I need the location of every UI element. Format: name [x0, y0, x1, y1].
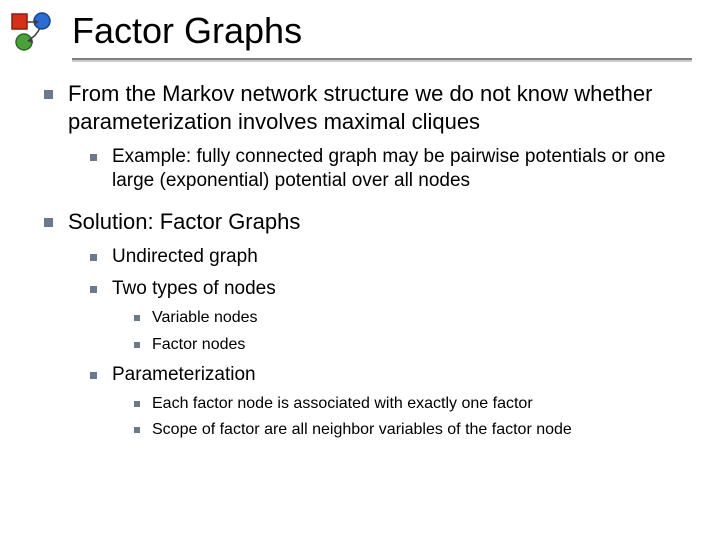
- bullet-text: Two types of nodes: [112, 278, 276, 299]
- bullet-lvl3: Scope of factor are all neighbor variabl…: [130, 420, 700, 441]
- slide-title: Factor Graphs: [72, 10, 302, 52]
- bullet-text: Solution: Factor Graphs: [68, 209, 300, 234]
- bullet-lvl2: Undirected graph: [86, 245, 700, 269]
- slide-body: From the Markov network structure we do …: [40, 80, 700, 455]
- bullet-text: Each factor node is associated with exac…: [152, 395, 533, 412]
- bullet-text: Undirected graph: [112, 246, 258, 267]
- bullet-lvl3: Factor nodes: [130, 335, 700, 356]
- bullet-lvl1: Solution: Factor Graphs Undirected graph…: [40, 208, 700, 442]
- bullet-lvl1: From the Markov network structure we do …: [40, 80, 700, 194]
- title-underline: [72, 58, 692, 60]
- bullet-text: Scope of factor are all neighbor variabl…: [152, 421, 572, 438]
- slide-logo-icon: [10, 10, 54, 54]
- bullet-text: Factor nodes: [152, 336, 245, 353]
- bullet-lvl2: Parameterization Each factor node is ass…: [86, 363, 700, 441]
- bullet-lvl3: Each factor node is associated with exac…: [130, 394, 700, 415]
- bullet-text: Variable nodes: [152, 309, 258, 326]
- bullet-lvl2: Example: fully connected graph may be pa…: [86, 145, 700, 194]
- bullet-text: Parameterization: [112, 364, 256, 385]
- bullet-lvl2: Two types of nodes Variable nodes Factor…: [86, 277, 700, 355]
- bullet-text: From the Markov network structure we do …: [68, 81, 652, 134]
- bullet-lvl3: Variable nodes: [130, 308, 700, 329]
- bullet-text: Example: fully connected graph may be pa…: [112, 146, 665, 191]
- slide: Factor Graphs From the Markov network st…: [0, 0, 720, 540]
